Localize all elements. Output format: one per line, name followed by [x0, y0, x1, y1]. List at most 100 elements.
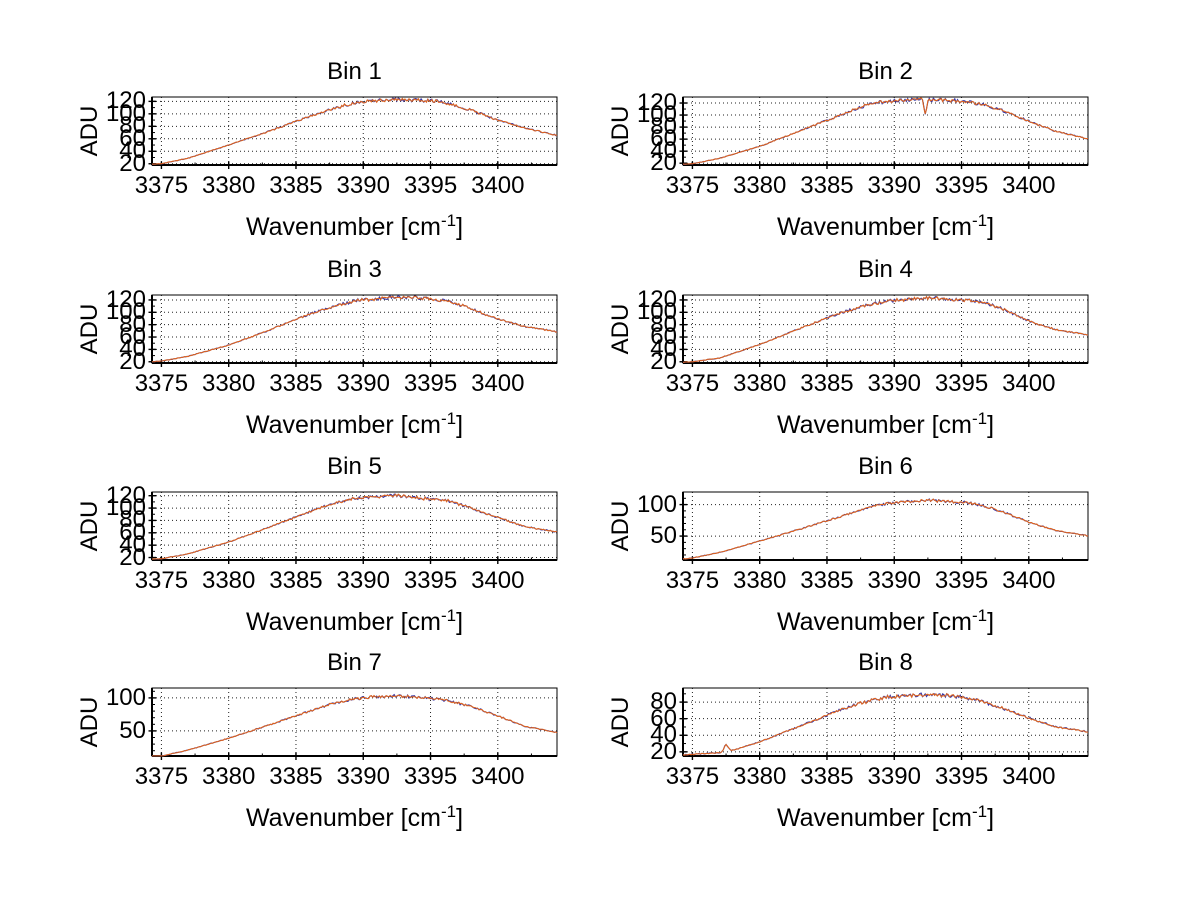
y-tick-label: 20: [650, 347, 677, 375]
y-tick-label: 40: [119, 531, 146, 559]
y-tick-label: 40: [650, 137, 677, 165]
series-line-orange: [152, 694, 558, 757]
y-tick-label: 50: [650, 522, 677, 550]
x-axis-label-text: Wavenumber [cm: [245, 213, 441, 241]
y-tick-label: 120: [105, 285, 146, 313]
y-tick-label: 60: [650, 704, 677, 732]
series-line-blue: [151, 97, 558, 165]
x-tick-label: 3385: [269, 763, 323, 790]
x-tick-label: 3390: [336, 370, 390, 397]
x-axis-label-superscript: -1: [440, 409, 457, 428]
y-tick-label: 20: [119, 543, 146, 571]
subplot-title: Bin 7: [327, 649, 382, 676]
x-axis-label-text: Wavenumber [cm: [776, 411, 972, 439]
y-axis-label: ADU: [76, 303, 103, 355]
axes-box: [151, 491, 558, 561]
x-axis-label-close: ]: [987, 213, 995, 241]
plot-area: [148, 96, 558, 169]
x-axis-label-superscript: -1: [440, 606, 457, 625]
series-line-blue: [682, 497, 1089, 560]
x-axis-label-close: ]: [456, 804, 464, 832]
x-axis-label-text: Wavenumber [cm: [776, 804, 972, 832]
y-tick-label: 40: [650, 721, 677, 749]
x-tick-label: 3390: [336, 172, 390, 199]
y-tick-label: 100: [636, 490, 677, 518]
x-tick-label: 3400: [1002, 172, 1056, 199]
y-tick-label: 60: [650, 323, 677, 351]
plot-area: [679, 294, 1089, 367]
series-line-blue: [151, 493, 558, 560]
subplot-title: Bin 5: [327, 453, 382, 480]
y-tick-label: 50: [119, 716, 146, 744]
x-axis-label: Wavenumber [cm-1]: [726, 207, 1046, 241]
series-line-orange: [151, 493, 558, 560]
y-axis-label: ADU: [76, 500, 103, 552]
subplot-title: Bin 4: [858, 256, 913, 283]
x-tick-label: 3400: [1002, 763, 1056, 790]
plot-area: [148, 491, 558, 564]
x-tick-label: 3390: [867, 567, 921, 594]
axes-box: [682, 96, 1089, 166]
x-tick-label: 3380: [201, 172, 256, 199]
x-axis-label-close: ]: [456, 608, 464, 636]
y-tick-label: 40: [119, 137, 146, 165]
y-tick-label: 100: [105, 494, 146, 522]
y-axis-label: ADU: [76, 105, 103, 157]
y-tick-label: 20: [650, 149, 677, 177]
axes-box: [682, 491, 1089, 561]
y-tick-label: 100: [105, 683, 146, 711]
x-tick-label: 3395: [934, 567, 989, 594]
x-tick-label: 3385: [269, 567, 323, 594]
y-axis-label: ADU: [607, 105, 634, 157]
series-line-orange: [151, 295, 558, 363]
x-tick-label: 3400: [471, 567, 525, 594]
axes-box: [151, 687, 558, 757]
x-tick-label: 3375: [134, 567, 189, 594]
x-tick-label: 3400: [471, 370, 525, 397]
y-tick-label: 80: [650, 688, 677, 716]
x-tick-label: 3395: [403, 567, 458, 594]
x-tick-label: 3385: [800, 370, 854, 397]
y-axis-label: ADU: [76, 696, 103, 748]
y-tick-label: 100: [636, 298, 677, 326]
x-tick-label: 3375: [134, 763, 189, 790]
y-axis-label: ADU: [607, 696, 634, 748]
plot-area: [148, 294, 558, 367]
x-tick-label: 3385: [269, 172, 323, 199]
x-tick-label: 3395: [403, 172, 458, 199]
x-tick-label: 3390: [336, 763, 390, 790]
x-tick-label: 3390: [867, 172, 921, 199]
y-tick-label: 100: [105, 298, 146, 326]
x-axis-label: Wavenumber [cm-1]: [195, 798, 515, 832]
x-tick-label: 3380: [732, 763, 787, 790]
x-tick-label: 3400: [471, 763, 525, 790]
x-axis-label-superscript: -1: [971, 802, 988, 821]
x-tick-label: 3375: [665, 567, 720, 594]
x-axis-label-text: Wavenumber [cm: [776, 213, 972, 241]
y-axis-label: ADU: [607, 500, 634, 552]
subplot-title: Bin 1: [327, 58, 382, 85]
y-tick-label: 60: [119, 518, 146, 546]
subplot-title: Bin 6: [858, 453, 913, 480]
y-tick-label: 20: [119, 149, 146, 177]
plot-area: [148, 687, 558, 760]
x-tick-label: 3395: [934, 172, 989, 199]
y-tick-label: 80: [119, 112, 146, 140]
x-tick-label: 3385: [800, 567, 854, 594]
x-axis-label-text: Wavenumber [cm: [245, 804, 441, 832]
plot-area: [679, 491, 1089, 564]
y-tick-label: 80: [119, 310, 146, 338]
x-tick-label: 3375: [665, 370, 720, 397]
x-tick-label: 3385: [269, 370, 323, 397]
x-tick-label: 3395: [403, 370, 458, 397]
x-tick-label: 3375: [134, 172, 189, 199]
x-axis-label: Wavenumber [cm-1]: [195, 405, 515, 439]
x-tick-label: 3380: [201, 370, 256, 397]
x-axis-label-text: Wavenumber [cm: [245, 411, 441, 439]
x-tick-label: 3380: [201, 567, 256, 594]
y-tick-label: 100: [105, 99, 146, 127]
x-tick-label: 3390: [867, 763, 921, 790]
y-tick-label: 120: [105, 481, 146, 509]
